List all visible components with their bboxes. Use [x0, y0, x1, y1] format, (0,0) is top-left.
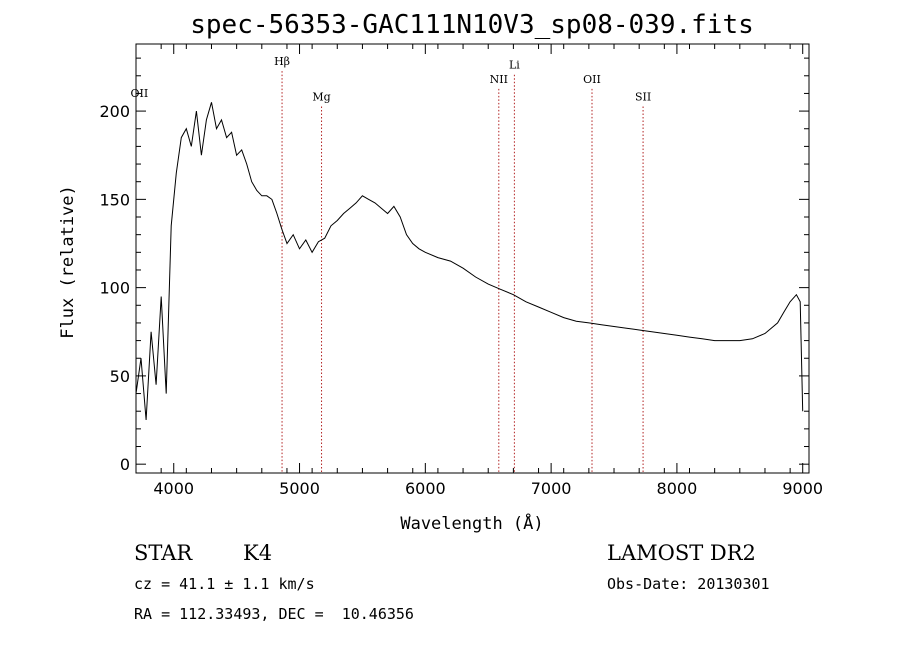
y-axis-label: Flux (relative)	[58, 185, 78, 339]
plot-frame	[135, 43, 810, 474]
x-tick-label: 4000	[153, 479, 194, 498]
survey-name: LAMOST DR2	[607, 541, 756, 565]
coordinates-readout: RA = 112.33493, DEC = 10.46356	[134, 605, 414, 623]
object-subclass: K4	[243, 541, 273, 565]
line-marker-label: Hβ	[274, 55, 290, 68]
line-marker-label: Li	[509, 59, 520, 72]
x-tick-label: 8000	[657, 479, 698, 498]
y-tick-label: 200	[99, 102, 130, 121]
spectrum-line	[135, 102, 804, 421]
redshift-readout: cz = 41.1 ± 1.1 km/s	[134, 575, 315, 593]
line-marker-label: OII	[583, 73, 601, 86]
x-axis-label: Wavelength (Å)	[400, 512, 543, 534]
line-marker-label: SII	[635, 90, 651, 103]
chart-title: spec-56353-GAC111N10V3_sp08-039.fits	[190, 10, 754, 40]
y-tick-label: 50	[110, 367, 130, 386]
line-marker-label: NII	[490, 73, 508, 86]
x-tick-label: 6000	[405, 479, 446, 498]
x-tick-label: 9000	[782, 479, 823, 498]
object-class: STAR	[134, 541, 193, 565]
x-tick-label: 7000	[531, 479, 572, 498]
axis-ticks: 4000 5000 6000 7000 8000 9000 0 50 100 150 200	[99, 44, 823, 498]
line-marker-label: Mg	[312, 90, 330, 103]
y-tick-label: 150	[99, 190, 130, 209]
y-tick-label: 100	[99, 279, 130, 298]
y-tick-label: 0	[120, 455, 130, 474]
obs-date-readout: Obs-Date: 20130301	[607, 575, 770, 593]
x-tick-label: 5000	[279, 479, 320, 498]
